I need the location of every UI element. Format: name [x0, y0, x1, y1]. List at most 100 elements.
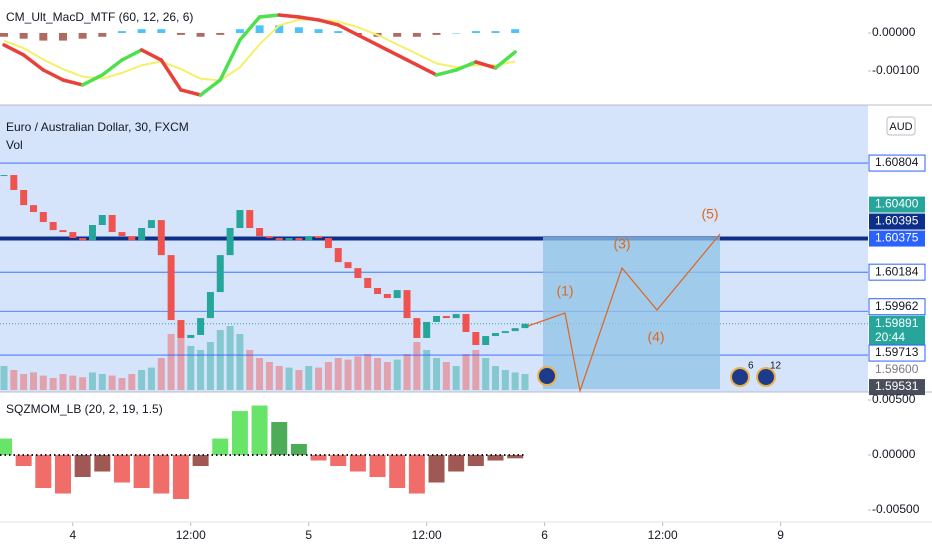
price-tag [869, 379, 925, 396]
volume-bar [472, 350, 480, 390]
event-icon[interactable]: 6 [730, 361, 754, 387]
candle [344, 262, 352, 269]
event-icon[interactable] [537, 366, 557, 386]
price-tag [869, 315, 925, 346]
candle [256, 228, 264, 237]
elliott-wave-path [527, 233, 721, 394]
price-tag-label: 1.59891 [875, 316, 919, 330]
candle [492, 333, 499, 337]
volume-bar [442, 362, 450, 390]
price-tag [869, 230, 925, 247]
histogram-bar [78, 32, 87, 39]
y-tick-label: -0.00500 [872, 502, 920, 516]
price-tag-label: 1.59531 [875, 379, 919, 393]
histogram-bar [0, 32, 8, 37]
y-tick-label: 0.00000 [872, 447, 916, 461]
momentum-bar [94, 455, 111, 472]
candle [157, 220, 165, 256]
macd-line-segment [336, 23, 360, 37]
price-tag [869, 213, 925, 230]
volume-bar [197, 350, 205, 390]
momentum-bar [408, 455, 425, 494]
macd-line-segment [277, 13, 301, 19]
price-tag-label: 1.60400 [875, 197, 919, 211]
histogram-bar [314, 29, 323, 33]
price-tag-label: 1.59962 [875, 299, 919, 313]
candle [98, 214, 106, 226]
histogram-bar [452, 32, 461, 34]
price-tag [868, 298, 926, 316]
momentum-bar [487, 455, 504, 461]
volume-bar [79, 377, 87, 390]
event-count: 12 [770, 361, 782, 372]
candle [403, 290, 411, 319]
countdown: 20:44 [875, 330, 905, 344]
momentum-bar [467, 455, 484, 467]
volume-bar [521, 374, 529, 390]
candle [324, 238, 332, 249]
volume-bar [413, 342, 421, 390]
x-tick-label: 9 [777, 528, 784, 542]
price-tag-label: 1.60184 [875, 264, 919, 278]
macd-line-segment [257, 13, 281, 19]
candle [433, 315, 441, 322]
volume-bar [157, 358, 165, 390]
volume-bar [265, 362, 273, 390]
macd-line-segment [139, 48, 164, 62]
y-tick-label: -0.00100 [872, 63, 920, 77]
x-tick-label: 5 [305, 528, 312, 542]
candle [413, 318, 421, 338]
macd-line-segment [434, 68, 458, 77]
x-tick-label: 12:00 [176, 528, 206, 542]
macd-line-segment [395, 53, 419, 67]
volume-bar [334, 358, 342, 390]
macd-line-segment [179, 88, 203, 97]
candle [482, 336, 490, 346]
candle [295, 238, 303, 241]
volume-bar [423, 350, 431, 390]
macd-line-segment [474, 60, 498, 70]
volume-bar [128, 374, 136, 390]
event-count: 6 [748, 361, 754, 372]
histogram-bar [117, 31, 126, 33]
candle [315, 236, 323, 239]
candle [275, 238, 283, 241]
macd-line-segment [21, 53, 46, 72]
momentum-bar [212, 438, 229, 456]
x-tick-label: 6 [541, 528, 548, 542]
signal-line [3, 18, 516, 82]
candle [393, 290, 401, 299]
momentum-bar [54, 455, 71, 494]
histogram-bar [39, 32, 48, 41]
macd-line-segment [41, 68, 65, 82]
candle [138, 228, 146, 241]
event-icon[interactable]: 12 [756, 361, 782, 387]
volume-bar [393, 359, 401, 390]
histogram-bar [511, 29, 520, 33]
histogram-bar [275, 25, 284, 33]
momentum-bar [428, 455, 445, 483]
volume-bar [383, 362, 391, 390]
histogram-bar [98, 32, 107, 37]
wave-label: (3) [613, 236, 630, 252]
momentum-bar [448, 455, 465, 472]
currency-button[interactable]: AUD [886, 116, 916, 136]
volume-bar [29, 372, 37, 390]
macd-line-segment [454, 60, 478, 72]
momentum-bar [153, 455, 170, 494]
macd-line-segment [100, 58, 124, 77]
candle [521, 323, 529, 329]
momentum-bar [251, 405, 268, 456]
candle [167, 255, 175, 321]
candle [206, 292, 214, 319]
candle [265, 236, 273, 239]
x-tick-label: 12:00 [648, 528, 678, 542]
candle [216, 255, 224, 293]
candle [226, 228, 234, 256]
histogram-bar [432, 32, 441, 35]
macd-line-segment [218, 38, 242, 82]
volume-bar [305, 366, 313, 390]
price-layer [0, 13, 871, 526]
momentum-bar [172, 455, 189, 500]
